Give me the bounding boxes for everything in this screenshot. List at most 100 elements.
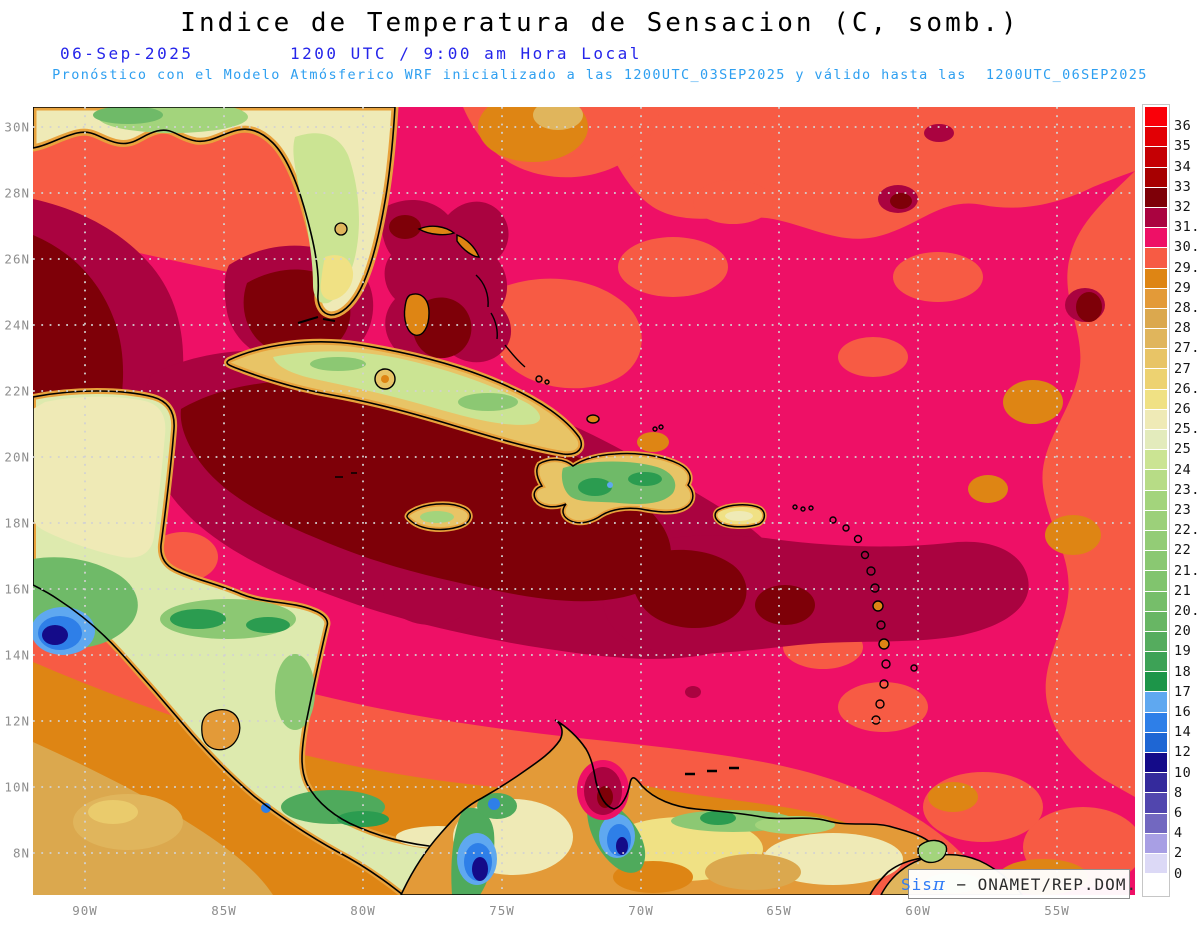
land-us-florida bbox=[33, 107, 399, 324]
colorbar-swatch-22 bbox=[1145, 551, 1167, 571]
lon-label-90W: 90W bbox=[72, 903, 98, 918]
colorbar-swatch-14 bbox=[1145, 389, 1167, 409]
colorbar-swatch-7 bbox=[1145, 248, 1167, 268]
colorbar-swatch-6 bbox=[1145, 228, 1167, 248]
valid-time-label: 1200 UTC / 9:00 am Hora Local bbox=[290, 44, 642, 63]
colorbar-label-17: 17 bbox=[1174, 683, 1192, 700]
lon-label-60W: 60W bbox=[905, 903, 931, 918]
colorbar-label-21.5: 21.5 bbox=[1174, 562, 1200, 579]
lat-label-18N: 18N bbox=[4, 515, 30, 531]
colorbar-swatch-33 bbox=[1145, 773, 1167, 793]
colorbar-swatch-16 bbox=[1145, 430, 1167, 450]
colorbar-label-16: 16 bbox=[1174, 704, 1192, 720]
colorbar-label-12: 12 bbox=[1174, 744, 1192, 761]
colorbar-label-26.5: 26.5 bbox=[1174, 380, 1200, 397]
maroon-regions bbox=[33, 193, 1102, 629]
colorbar-label-22: 22 bbox=[1174, 542, 1192, 559]
lat-label-24N: 24N bbox=[4, 317, 30, 333]
colorbar-swatch-15 bbox=[1145, 409, 1167, 429]
attribution-system: Sis bbox=[900, 874, 933, 894]
colorbar-swatch-11 bbox=[1145, 329, 1167, 349]
lat-label-16N: 16N bbox=[4, 581, 30, 597]
lon-label-70W: 70W bbox=[628, 903, 654, 918]
colorbar-label-10: 10 bbox=[1174, 764, 1192, 781]
colorbar-swatch-8 bbox=[1145, 268, 1167, 288]
colorbar-label-8: 8 bbox=[1174, 784, 1183, 801]
valid-date-label: 06-Sep-2025 bbox=[60, 44, 194, 63]
colorbar-label-35: 35 bbox=[1174, 138, 1192, 155]
caribbean-heat-index-map bbox=[33, 107, 1135, 895]
colorbar-swatch-32 bbox=[1145, 753, 1167, 773]
lat-label-28N: 28N bbox=[4, 185, 30, 201]
colorbar-label-0: 0 bbox=[1174, 865, 1183, 882]
colorbar-label-23: 23 bbox=[1174, 502, 1192, 518]
colorbar-label-4: 4 bbox=[1174, 825, 1183, 842]
colorbar-swatch-1 bbox=[1145, 127, 1167, 147]
colorbar-swatch-37 bbox=[1145, 853, 1167, 874]
map-svg bbox=[33, 107, 1135, 895]
colorbar-swatch-30 bbox=[1145, 712, 1167, 732]
colorbar-swatch-29 bbox=[1145, 692, 1167, 712]
colorbar-swatch-3 bbox=[1145, 167, 1167, 187]
lat-label-26N: 26N bbox=[4, 251, 30, 267]
colorbar-swatch-12 bbox=[1145, 349, 1167, 369]
colorbar-swatch-28 bbox=[1145, 672, 1167, 692]
colorbar-label-30.7: 30.7 bbox=[1174, 239, 1200, 256]
colorbar-label-18: 18 bbox=[1174, 663, 1192, 680]
datetime-row: 06-Sep-2025 1200 UTC / 9:00 am Hora Loca… bbox=[0, 44, 1200, 64]
colorbar-swatch-17 bbox=[1145, 450, 1167, 470]
colorbar-label-31.5: 31.5 bbox=[1174, 219, 1200, 236]
colorbar-label-33: 33 bbox=[1174, 178, 1192, 195]
colorbar-swatch-19 bbox=[1145, 490, 1167, 510]
lon-label-55W: 55W bbox=[1044, 903, 1070, 918]
colorbar-label-34: 34 bbox=[1174, 158, 1192, 175]
colorbar-swatch-24 bbox=[1145, 591, 1167, 611]
lat-label-22N: 22N bbox=[4, 383, 30, 399]
colorbar-label-21: 21 bbox=[1174, 582, 1192, 599]
land-central-america bbox=[33, 388, 519, 895]
lon-label-65W: 65W bbox=[766, 903, 792, 918]
colorbar-swatch-36 bbox=[1145, 833, 1167, 853]
colorbar-swatch-18 bbox=[1145, 470, 1167, 490]
colorbar-label-36: 36 bbox=[1174, 118, 1192, 135]
colorbar-label-29.7: 29.7 bbox=[1174, 259, 1200, 276]
colorbar-label-6: 6 bbox=[1174, 805, 1183, 821]
colorbar-label-23.5: 23.5 bbox=[1174, 481, 1200, 498]
colorbar-swatch-5 bbox=[1145, 207, 1167, 228]
pi-symbol: π bbox=[932, 873, 946, 895]
page-title: Indice de Temperatura de Sensacion (C, s… bbox=[180, 8, 1020, 38]
colorbar-label-24: 24 bbox=[1174, 461, 1192, 478]
small-islands bbox=[335, 225, 918, 776]
colorbar-swatch-21 bbox=[1145, 530, 1167, 551]
land-hispaniola bbox=[531, 451, 696, 526]
colorbar-swatch-31 bbox=[1145, 732, 1167, 752]
lat-label-8N: 8N bbox=[12, 845, 30, 861]
attribution-box: Sis π − ONAMET/REP.DOM. bbox=[901, 869, 1136, 899]
colorbar-label-20.5: 20.5 bbox=[1174, 603, 1200, 619]
colorbar-swatch-13 bbox=[1145, 369, 1167, 389]
colorbar-label-25.5: 25.5 bbox=[1174, 421, 1200, 438]
colorbar-label-26: 26 bbox=[1174, 401, 1192, 417]
colorbar-label-2: 2 bbox=[1174, 845, 1183, 862]
colorbar-swatch-9 bbox=[1145, 288, 1167, 308]
colorbar-label-29: 29 bbox=[1174, 279, 1192, 296]
land-puerto-rico bbox=[712, 502, 767, 529]
lon-label-75W: 75W bbox=[489, 903, 515, 918]
colorbar-label-19: 19 bbox=[1174, 643, 1192, 660]
colorbar-swatch-26 bbox=[1145, 631, 1167, 652]
colorbar-label-27: 27 bbox=[1174, 360, 1192, 377]
lat-label-20N: 20N bbox=[4, 449, 30, 465]
colorbar-swatch-20 bbox=[1145, 510, 1167, 530]
lat-label-30N: 30N bbox=[4, 119, 30, 135]
colorbar-swatch-27 bbox=[1145, 652, 1167, 672]
forecast-note: Pronóstico con el Modelo Atmósferico WRF… bbox=[52, 67, 1148, 83]
colorbar-label-28.5: 28.5 bbox=[1174, 300, 1200, 316]
colorbar-label-27.5: 27.5 bbox=[1174, 340, 1200, 357]
lat-label-12N: 12N bbox=[4, 713, 30, 729]
lon-label-80W: 80W bbox=[350, 903, 376, 918]
colorbar-swatch-35 bbox=[1145, 813, 1167, 833]
colorbar-swatch-38 bbox=[1145, 874, 1167, 894]
colorbar-swatch-4 bbox=[1145, 187, 1167, 207]
colorbar-swatch-2 bbox=[1145, 147, 1167, 167]
colorbar-swatch-23 bbox=[1145, 571, 1167, 591]
